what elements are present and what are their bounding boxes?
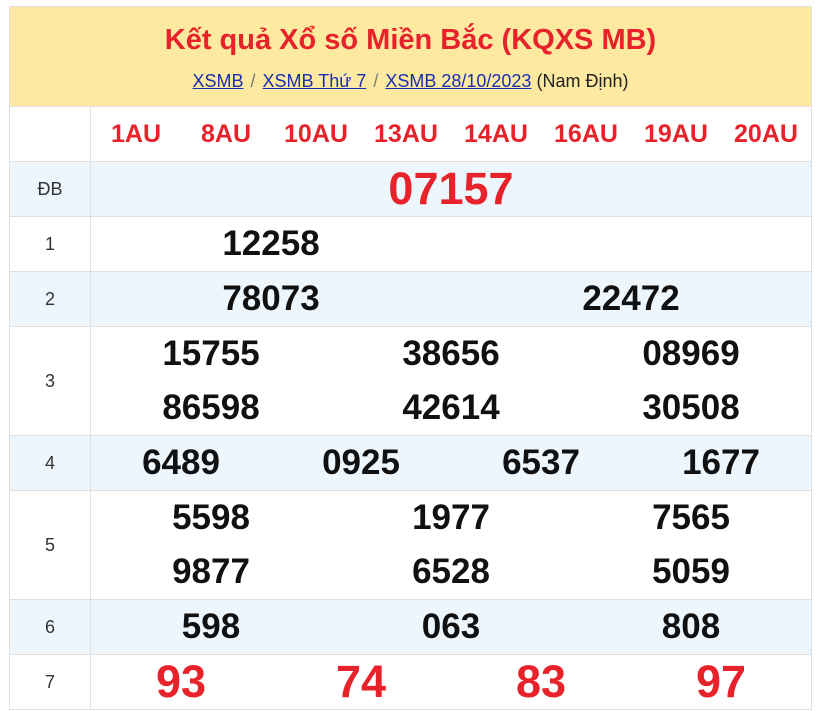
breadcrumb-xsmb-date[interactable]: XSMB 28/10/2023	[385, 71, 532, 91]
prize-number: 598	[181, 607, 241, 646]
prize-number: 86598	[162, 388, 260, 427]
breadcrumb-separator: /	[250, 71, 256, 91]
prize-number: 6537	[502, 443, 580, 482]
prize-numbers: 93 74 83 97	[91, 655, 811, 709]
prize-number: 83	[515, 656, 567, 707]
prize-number: 74	[335, 656, 387, 707]
prize-number: 97	[695, 656, 747, 707]
prize-number: 1677	[682, 443, 760, 482]
prize-label: 3	[10, 327, 91, 435]
prize-row-2: 2 78073 22472	[10, 272, 811, 327]
prize-numbers: 6489 0925 6537 1677	[91, 436, 811, 490]
codes-row: 1AU 8AU 10AU 13AU 14AU 16AU 19AU 20AU	[10, 107, 811, 162]
prize-number: 22472	[582, 279, 680, 318]
prize-numbers: 598 063 808	[91, 600, 811, 654]
prize-row-6: 6 598 063 808	[10, 600, 811, 655]
prize-row-5: 5 5598 1977 7565 9877 6528 5059	[10, 491, 811, 600]
prize-number: 7565	[652, 498, 730, 537]
page-title: Kết quả Xổ số Miền Bắc (KQXS MB)	[164, 24, 657, 56]
code-19au: 19AU	[644, 120, 708, 148]
prize-number: 9877	[172, 552, 250, 591]
code-10au: 10AU	[284, 120, 348, 148]
prize-number: 78073	[222, 279, 320, 318]
prize-number: 5059	[652, 552, 730, 591]
prize-row-3: 3 15755 38656 08969 86598 42614 30508	[10, 327, 811, 436]
prize-numbers: 15755 38656 08969 86598 42614 30508	[91, 327, 811, 435]
prize-label: 1	[10, 217, 91, 271]
code-16au: 16AU	[554, 120, 618, 148]
prize-label: ĐB	[10, 162, 91, 216]
breadcrumb-xsmb-thu-7[interactable]: XSMB Thứ 7	[262, 71, 367, 91]
code-20au: 20AU	[734, 120, 798, 148]
prize-number: 15755	[162, 334, 260, 373]
prize-numbers: 78073 22472	[91, 272, 811, 326]
row-label	[10, 107, 91, 161]
code-14au: 14AU	[464, 120, 528, 148]
prize-row-4: 4 6489 0925 6537 1677	[10, 436, 811, 491]
prize-number: 5598	[172, 498, 250, 537]
prize-number: 6528	[412, 552, 490, 591]
prize-label: 6	[10, 600, 91, 654]
prize-numbers: 5598 1977 7565 9877 6528 5059	[91, 491, 811, 599]
breadcrumb-separator: /	[373, 71, 379, 91]
breadcrumb-xsmb[interactable]: XSMB	[192, 71, 244, 91]
prize-label: 2	[10, 272, 91, 326]
prize-row-7: 7 93 74 83 97	[10, 655, 811, 710]
prize-row-0: ĐB 07157	[10, 162, 811, 217]
breadcrumb: XSMB / XSMB Thứ 7 / XSMB 28/10/2023 (Nam Địn…	[10, 71, 811, 92]
prize-number: 063	[421, 607, 481, 646]
code-13au: 13AU	[374, 120, 438, 148]
prize-row-1: 1 12258	[10, 217, 811, 272]
prize-number: 0925	[322, 443, 400, 482]
province: (Nam Định)	[536, 71, 629, 91]
prize-number: 07157	[388, 163, 514, 214]
codes-cells: 1AU 8AU 10AU 13AU 14AU 16AU 19AU 20AU	[91, 107, 811, 161]
code-8au: 8AU	[200, 120, 251, 148]
prize-numbers: 07157	[91, 162, 811, 216]
prize-number: 1977	[412, 498, 490, 537]
code-1au: 1AU	[110, 120, 161, 148]
prize-label: 5	[10, 491, 91, 599]
prize-number: 08969	[642, 334, 740, 373]
results-table: Kết quả Xổ số Miền Bắc (KQXS MB) XSMB / XS…	[9, 6, 812, 710]
prize-number: 38656	[402, 334, 500, 373]
prize-number: 6489	[142, 443, 220, 482]
prize-label: 4	[10, 436, 91, 490]
prize-number: 30508	[642, 388, 740, 427]
prize-number: 12258	[222, 224, 320, 263]
prize-number: 808	[661, 607, 721, 646]
prize-number: 93	[155, 656, 207, 707]
table-header: Kết quả Xổ số Miền Bắc (KQXS MB) XSMB / XS…	[10, 7, 811, 107]
prize-label: 7	[10, 655, 91, 709]
prize-number: 42614	[402, 388, 500, 427]
prize-numbers: 12258	[91, 217, 811, 271]
